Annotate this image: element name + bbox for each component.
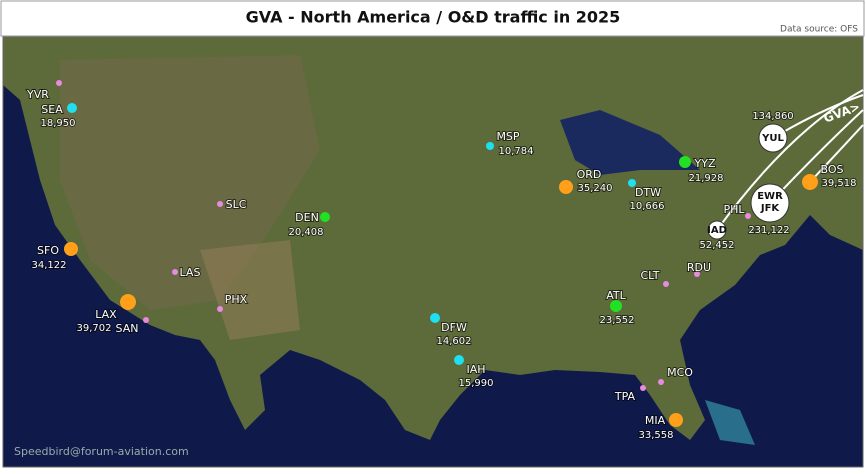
airport-code: MIA [645, 414, 666, 427]
airport-dot [669, 413, 683, 427]
header-bar [0, 0, 865, 37]
airport-code: BOS [821, 163, 844, 176]
airport-dot [486, 142, 494, 150]
airport-code: MSP [496, 130, 519, 143]
airport-traffic: 34,122 [32, 260, 67, 271]
airport-dot [56, 80, 62, 86]
airport-traffic: 15,990 [459, 378, 494, 389]
desert [200, 240, 300, 340]
airport-code: ORD [577, 168, 602, 181]
airport-traffic: 10,784 [499, 146, 534, 157]
airport-dot [454, 355, 464, 365]
airport-dot [320, 212, 330, 222]
airport-dot [694, 271, 700, 277]
airport-traffic: 21,928 [689, 173, 724, 184]
airport-code: ATL [606, 289, 626, 302]
airport-code: EWR [757, 191, 783, 202]
map-border [2, 36, 864, 468]
airport-code: YUL [761, 133, 784, 144]
airport-dot [663, 281, 669, 287]
airport-dot [430, 313, 440, 323]
airport-code: IAH [466, 363, 485, 376]
airport-dot [559, 180, 573, 194]
airport-dot [610, 300, 622, 312]
airport-dot [217, 306, 223, 312]
airport-code: SLC [226, 198, 247, 211]
airport-dot [67, 103, 77, 113]
airport-traffic: 35,240 [578, 183, 613, 194]
airport-code: IAD [707, 225, 727, 236]
footer: Speedbird@forum-aviation.com [14, 445, 189, 458]
airport-dot [679, 156, 691, 168]
route-line [809, 124, 864, 183]
airport-dot [217, 201, 223, 207]
airport-code: SEA [41, 103, 63, 116]
airport-dot [802, 174, 818, 190]
airport-code: YVR [26, 88, 49, 101]
airport-dot [64, 242, 78, 256]
airport-dot [745, 213, 751, 219]
map: GVA> Speedbird@forum-aviation.com [2, 36, 864, 468]
airport-dot [750, 183, 790, 223]
airport-code: YYZ [694, 157, 716, 170]
airport-code: SAN [116, 322, 139, 335]
airport-traffic: 39,518 [822, 178, 857, 189]
airport-code: DFW [441, 321, 467, 334]
airport-dot [120, 294, 136, 310]
airport-dot [143, 317, 149, 323]
airport-code: TPA [614, 390, 636, 403]
great-lakes [560, 110, 700, 175]
title: GVA - North America / O&D traffic in 202… [246, 8, 621, 27]
airport-dot [640, 385, 646, 391]
airport-code: MCO [667, 366, 693, 379]
airport-code: LAS [180, 266, 201, 279]
airport-traffic: 52,452 [700, 240, 735, 251]
airport-dot [628, 179, 636, 187]
airport-dot [172, 269, 178, 275]
airport-traffic: 33,558 [639, 430, 674, 441]
airport-code: DTW [635, 186, 661, 199]
airport-dot [758, 123, 788, 153]
airport-dot [707, 220, 727, 240]
airport-code: JFK [760, 203, 781, 214]
airport-traffic: 14,602 [437, 336, 472, 347]
airport-code: LAX [95, 308, 117, 321]
airport-traffic: 10,666 [630, 201, 665, 212]
airport-traffic: 20,408 [289, 227, 324, 238]
airport-traffic: 231,122 [748, 225, 789, 236]
airport-traffic: 23,552 [600, 315, 635, 326]
airport-code: SFO [37, 244, 59, 257]
airport-code: CLT [640, 269, 659, 282]
airport-code: RDU [687, 261, 711, 274]
airport-traffic: 134,860 [752, 111, 793, 122]
airport-code: PHL [723, 203, 745, 216]
bahamas [705, 400, 755, 445]
data-source: Data source: OFS [780, 25, 858, 35]
airport-code: DEN [295, 211, 319, 224]
airports: YVR SEA 18,950 SFO 34,122 LAX 39,702 SAN LAS PHX S… [25, 80, 858, 442]
airport-traffic: 39,702 [77, 323, 112, 334]
airport-code: PHX [225, 293, 248, 306]
airport-dot [658, 379, 664, 385]
airport-traffic: 18,950 [41, 118, 76, 129]
